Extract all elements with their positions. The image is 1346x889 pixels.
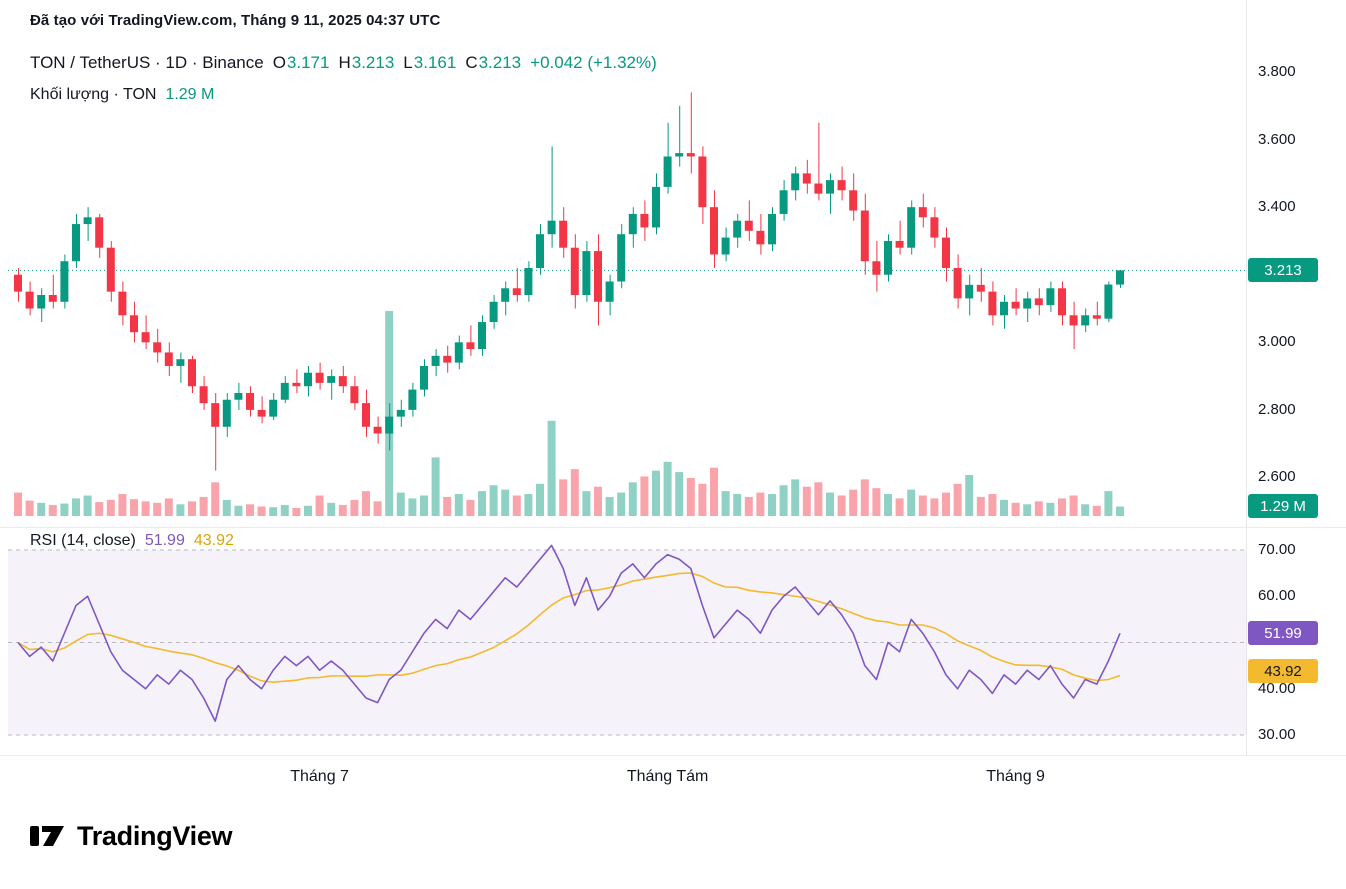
price-tick-label: 3.800 [1258,63,1296,81]
close-pair: C 3.213 [465,53,521,73]
time-tick-label: Tháng 7 [290,768,349,785]
close-label: C [465,53,478,72]
high-label: H [338,53,351,72]
low-value: 3.161 [413,53,457,72]
price-tick-label: 2.600 [1258,468,1296,486]
rsi-ma-badge: 43.92 [1248,659,1318,683]
symbol-legend: TON / TetherUS · 1D · Binance O 3.171 H 3.… [30,53,657,73]
rsi-legend: RSI (14, close) 51.99 43.92 [30,532,234,550]
tradingview-logo-icon [30,826,64,846]
pane-separator[interactable] [0,527,1346,528]
rsi-line [17,544,1121,722]
volume-value: 1.29 M [165,86,215,103]
rsi-tick-label: 30.00 [1258,726,1296,743]
candlestick-series [14,92,1124,471]
time-axis-separator [0,755,1346,756]
volume-label[interactable]: Khối lượng · TON [30,86,157,103]
rsi-tick-label: 40.00 [1258,679,1296,697]
low-pair: L 3.161 [403,53,456,73]
time-tick-label: Tháng 9 [986,768,1045,785]
change-value: +0.042 (+1.32%) [530,53,657,72]
close-value: 3.213 [478,53,522,72]
chart-canvas[interactable] [0,0,1246,790]
low-label: L [403,53,413,72]
tradingview-brand: TradingView [77,820,233,851]
rsi-tick-label: 60.00 [1258,587,1296,605]
rsi-ma-line [17,572,1121,683]
price-tick-label: 3.000 [1258,333,1296,351]
high-pair: H 3.213 [338,53,394,73]
volume-badge: 1.29 M [1248,494,1318,518]
rsi-value: 51.99 [144,532,185,549]
time-axis[interactable]: Tháng 7 Tháng Tám Tháng 9 [0,766,1246,794]
price-tick-label: 3.400 [1258,198,1296,216]
symbol-title[interactable]: TON / TetherUS · 1D · Binance [30,53,264,72]
price-tick-label: 3.600 [1258,130,1296,148]
footer: TradingView [28,816,233,856]
open-value: 3.171 [286,53,330,72]
volume-series [14,311,1124,516]
time-tick-label: Tháng Tám [626,768,709,785]
rsi-band [8,549,1246,736]
attribution-text: Đã tạo với TradingView.com, Tháng 9 11, … [30,12,441,29]
rsi-label[interactable]: RSI (14, close) [30,532,136,549]
high-value: 3.213 [351,53,395,72]
last-price-badge: 3.213 [1248,258,1318,282]
volume-legend: Khối lượng · TON 1.29 M [30,86,214,104]
rsi-tick-label: 70.00 [1258,541,1296,558]
price-axis[interactable]: 3.213 1.29 M 51.99 43.92 3.800 3.600 3.400… [1246,0,1346,756]
open-label: O [272,53,286,72]
open-pair: O 3.171 [273,53,330,73]
rsi-badge: 51.99 [1248,621,1318,645]
price-tick-label: 2.800 [1258,400,1296,418]
rsi-ma-value: 43.92 [193,532,234,549]
